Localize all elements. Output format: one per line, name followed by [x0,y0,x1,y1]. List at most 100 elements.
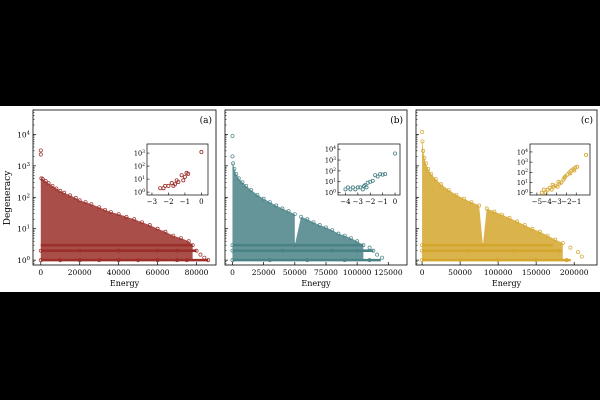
inset-frame [529,143,591,196]
dense-point-cloud [422,141,563,261]
panel-label: (a) [200,115,212,126]
data-point [58,258,63,263]
data-point [380,255,385,260]
data-point [116,248,121,253]
data-point [422,155,427,160]
x-tick-label: 200000 [560,268,589,277]
data-point [511,248,516,253]
inset-data-point [169,181,174,186]
data-point [202,255,207,260]
data-point [420,130,425,134]
inset-data-point [348,187,353,192]
data-point [465,248,470,253]
inset-y-tick-label: 101 [325,178,336,187]
data-point [38,258,43,263]
x-tick-label: 100000 [343,268,372,277]
data-point [480,243,485,248]
inset-y-tick-label: 100 [134,188,145,197]
inset-data-point [393,151,398,156]
data-point [58,188,63,193]
data-point [206,258,211,263]
data-point [175,248,180,253]
data-point [433,177,438,182]
data-point [267,258,272,263]
x-tick-label: 0 [38,268,43,277]
dense-point-cloud [40,178,193,261]
data-point [124,214,129,219]
data-point [576,250,580,255]
inset-y-tick-label: 104 [517,148,528,157]
inset-data-point [181,178,186,183]
data-point [261,196,266,201]
inset-data-point [186,171,191,176]
data-point [355,248,360,253]
x-tick-label: 60000 [146,268,170,277]
x-tick-label: 50000 [283,268,307,277]
data-point [155,258,160,263]
data-point [420,258,425,263]
data-point [484,206,489,211]
data-point [421,148,426,153]
data-point [568,245,573,250]
inset-y-tick-label: 102 [517,168,528,177]
data-point [426,166,431,171]
data-point [429,172,434,176]
data-point [515,219,520,224]
data-point [77,198,82,203]
data-point [83,200,88,205]
inset-y-tick-label: 101 [134,175,145,184]
data-point [292,212,297,217]
inset-data-point [378,172,383,177]
panel-label: (b) [390,115,403,126]
axes-frame [32,109,217,266]
data-point [454,192,459,197]
inset-data-point [368,179,373,184]
data-point [38,248,43,253]
data-point [267,200,272,205]
inset-data-point [556,179,561,184]
data-point [299,214,303,219]
data-point [38,148,43,153]
data-point [280,206,285,211]
data-point [231,161,236,166]
data-point [163,229,168,234]
inset-data-point [179,173,184,178]
inset-data-point [541,187,546,192]
data-point [234,172,239,176]
inset-x-tick-label: −3 [147,198,157,206]
data-point [534,258,539,263]
data-point [522,223,527,228]
data-point [330,228,335,233]
inset-x-tick-label: −2 [561,198,571,206]
inset-x-tick-label: −1 [180,198,190,206]
inset-data-point [343,187,348,192]
inset-data-point [353,187,358,192]
x-axis-label: Energy [301,279,331,288]
data-point [371,248,376,253]
inset-data-point [549,187,554,192]
data-point [477,203,482,208]
x-tick-label: 100000 [484,268,513,277]
data-point [499,212,504,217]
data-point [330,248,335,253]
data-point [286,209,291,214]
inset-data-point [182,174,187,179]
x-tick-label: 40000 [107,268,131,277]
data-point [305,217,310,222]
data-point [545,233,550,238]
inset-chart: −3 −2 −1 0 100 101 102 103 [134,143,209,206]
data-point [77,248,82,253]
data-point [155,248,160,253]
data-point [305,258,310,263]
data-point [116,212,121,217]
inset-y-tick-label: 102 [325,167,336,176]
data-point [240,180,245,185]
x-tick-label: 80000 [185,268,209,277]
y-tick-label: 101 [17,225,30,234]
data-point [198,252,203,257]
data-point [230,133,235,138]
